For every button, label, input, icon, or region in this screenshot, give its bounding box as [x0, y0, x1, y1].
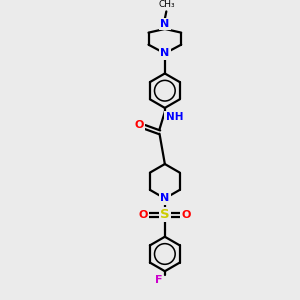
Text: N: N: [160, 19, 170, 29]
Text: N: N: [160, 194, 170, 203]
Text: F: F: [154, 275, 162, 285]
Text: O: O: [134, 120, 143, 130]
Text: O: O: [182, 210, 191, 220]
Text: NH: NH: [166, 112, 183, 122]
Text: CH₃: CH₃: [159, 0, 175, 9]
Text: N: N: [160, 48, 170, 59]
Text: O: O: [139, 210, 148, 220]
Text: S: S: [160, 208, 170, 221]
